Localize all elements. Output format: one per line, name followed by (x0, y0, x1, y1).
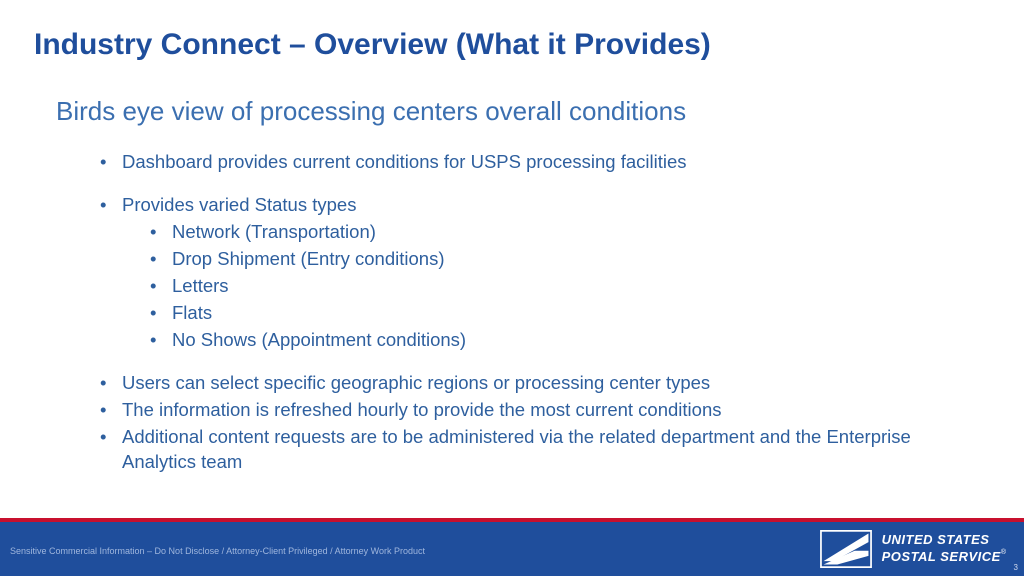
list-item: Additional content requests are to be ad… (100, 425, 984, 475)
list-item: Dashboard provides current conditions fo… (100, 150, 984, 175)
usps-logo: UNITED STATES POSTAL SERVICE® (820, 530, 1006, 568)
bullet-text: Additional content requests are to be ad… (122, 426, 911, 472)
bullet-text: Users can select specific geographic reg… (122, 372, 710, 393)
bullet-text: Drop Shipment (Entry conditions) (172, 248, 444, 269)
list-item: Provides varied Status types Network (Tr… (100, 193, 984, 353)
eagle-icon (820, 530, 872, 568)
bullet-list: Dashboard provides current conditions fo… (100, 150, 984, 353)
bullet-text: Network (Transportation) (172, 221, 376, 242)
bullet-text: The information is refreshed hourly to p… (122, 399, 722, 420)
bullet-text: Flats (172, 302, 212, 323)
bullet-text: No Shows (Appointment conditions) (172, 329, 466, 350)
list-item: Letters (150, 274, 984, 299)
footer-bar: Sensitive Commercial Information – Do No… (0, 522, 1024, 576)
list-item: Flats (150, 301, 984, 326)
slide: Industry Connect – Overview (What it Pro… (0, 0, 1024, 576)
slide-subtitle: Birds eye view of processing centers ove… (56, 96, 686, 127)
bullet-text: Letters (172, 275, 229, 296)
registered-mark: ® (1001, 549, 1006, 556)
sub-bullet-list: Network (Transportation) Drop Shipment (… (122, 220, 984, 353)
list-item: Drop Shipment (Entry conditions) (150, 247, 984, 272)
bullet-list-tight: Users can select specific geographic reg… (100, 371, 984, 475)
list-item: Users can select specific geographic reg… (100, 371, 984, 396)
bullet-text: Dashboard provides current conditions fo… (122, 151, 687, 172)
list-item: The information is refreshed hourly to p… (100, 398, 984, 423)
footer: Sensitive Commercial Information – Do No… (0, 518, 1024, 576)
logo-line-1: UNITED STATES (882, 532, 1006, 549)
content-area: Dashboard provides current conditions fo… (100, 150, 984, 477)
logo-line-2: POSTAL SERVICE® (882, 549, 1006, 566)
bullet-text: Provides varied Status types (122, 194, 356, 215)
logo-text: UNITED STATES POSTAL SERVICE® (882, 532, 1006, 566)
list-item: No Shows (Appointment conditions) (150, 328, 984, 353)
disclaimer-text: Sensitive Commercial Information – Do No… (10, 546, 425, 556)
slide-title: Industry Connect – Overview (What it Pro… (34, 28, 711, 62)
page-number: 3 (1014, 563, 1018, 572)
list-item: Network (Transportation) (150, 220, 984, 245)
